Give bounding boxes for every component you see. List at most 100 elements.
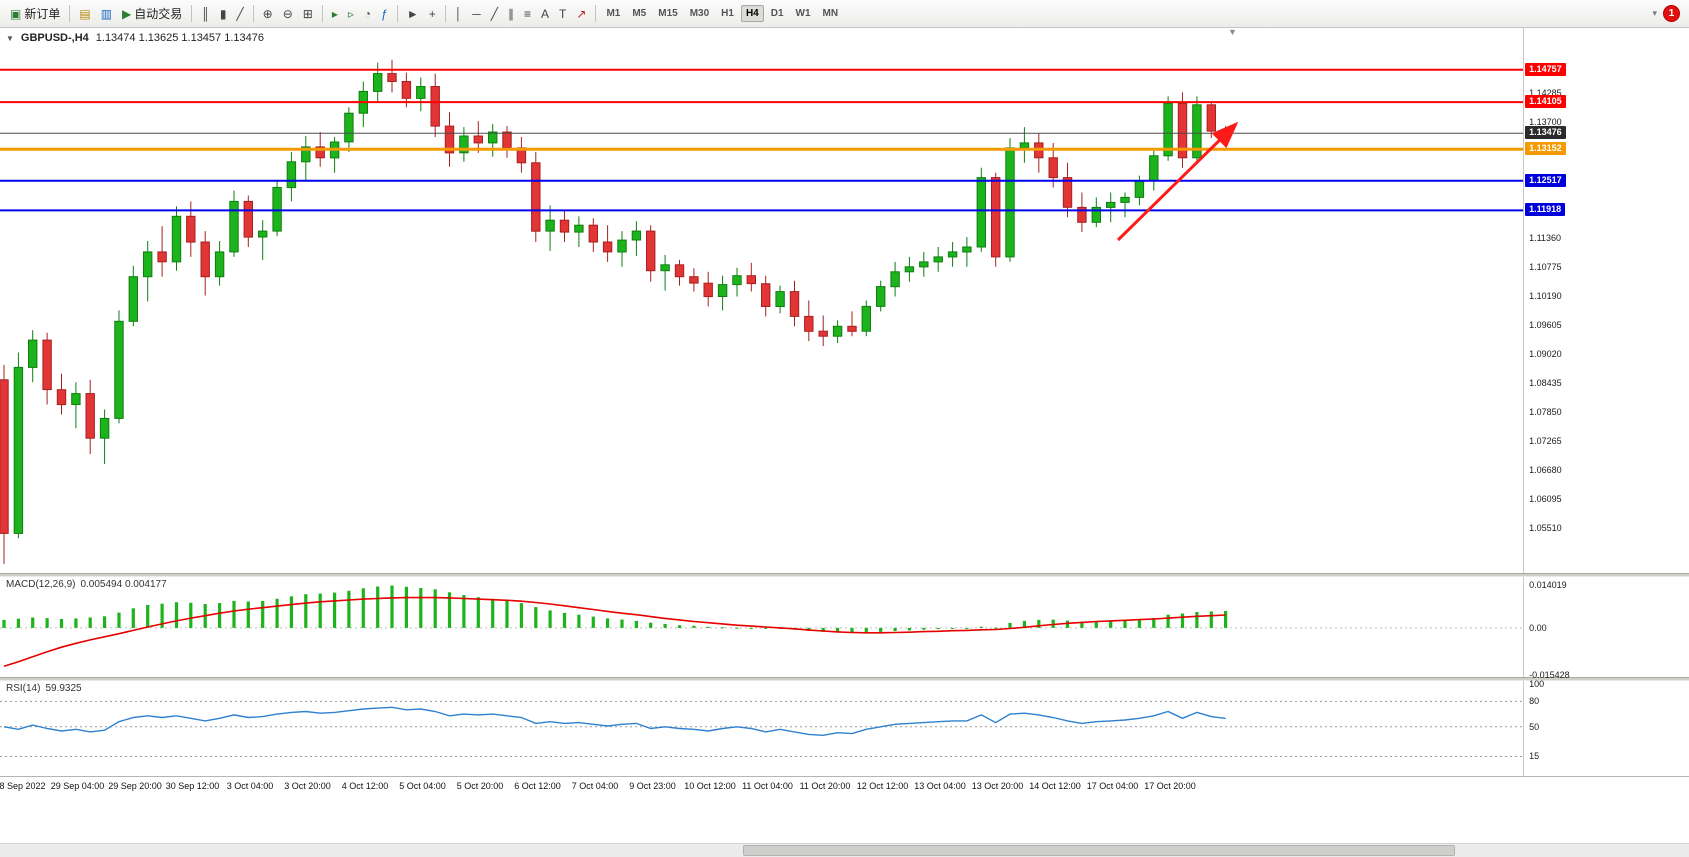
chart-shift-marker[interactable]: ▼	[1228, 28, 1237, 37]
rsi-value: 59.9325	[45, 683, 82, 694]
text-icon[interactable]: A	[536, 5, 554, 23]
macd-axis[interactable]: 0.014019 0.00 -0.015428	[1523, 577, 1689, 681]
macd-axis-label: -0.015428	[1529, 670, 1570, 681]
timeframe-mn[interactable]: MN	[822, 8, 839, 19]
macd-panel[interactable]: MACD(12,26,9) 0.005494 0.004177	[0, 577, 1524, 677]
tile-windows-icon[interactable]: ⊞	[298, 5, 318, 23]
ohlc-values: 1.13474 1.13625 1.13457 1.13476	[95, 32, 264, 44]
toolbar-separator	[444, 5, 446, 22]
toolbar-separator	[595, 5, 597, 22]
candlestick-chart-icon: ▮	[219, 6, 227, 21]
crosshair-icon[interactable]: +	[424, 5, 441, 23]
fibonacci-icon[interactable]: ≡	[519, 5, 536, 23]
rsi-panel[interactable]: RSI(14) 59.9325	[0, 681, 1524, 776]
trendline-icon: ╱	[490, 6, 498, 21]
time-axis-label: 12 Oct 12:00	[856, 781, 909, 791]
indicators-icon[interactable]: ƒ	[376, 5, 393, 23]
time-axis-label: 13 Oct 04:00	[914, 781, 966, 791]
zoom-in-icon[interactable]: ⊕	[258, 5, 278, 23]
panel-divider[interactable]	[0, 573, 1689, 577]
timeframe-h4[interactable]: H4	[740, 5, 764, 22]
time-axis-label: 11 Oct 20:00	[799, 781, 851, 791]
toolbar-overflow-icon[interactable]: ▾	[1652, 8, 1657, 18]
annotations-layer	[1116, 121, 1239, 242]
price-axis[interactable]: 1.14285 1.13700 1.11360 1.10775 1.10190 1.096…	[1523, 28, 1689, 573]
period-clock-icon: ◔	[363, 6, 372, 21]
cursor-icon: ►	[406, 6, 419, 21]
chart-window-icon: ▤	[79, 6, 91, 21]
time-axis-label: 5 Oct 20:00	[456, 781, 504, 791]
orange-level-badge: 1.13152	[1525, 142, 1566, 156]
timeframe-w1[interactable]: W1	[795, 8, 811, 19]
horizontal-line-icon: ─	[472, 6, 481, 21]
time-axis-corner	[1524, 777, 1689, 795]
trend-arrow[interactable]	[1116, 121, 1239, 242]
current-price-badge: 1.13476	[1525, 126, 1566, 140]
profiles-icon[interactable]: ▥	[96, 5, 117, 23]
time-axis-label: 11 Oct 04:00	[742, 781, 793, 791]
chart-shift-icon[interactable]: ▹	[343, 5, 359, 23]
rsi-indicator-label: RSI(14)	[6, 683, 41, 694]
timeframe-d1[interactable]: D1	[770, 8, 784, 19]
line-chart-icon: ╱	[236, 6, 244, 21]
panel-divider[interactable]	[0, 677, 1689, 681]
price-chart[interactable]	[0, 28, 1524, 573]
resistance-badge-2: 1.14105	[1525, 95, 1566, 109]
text-icon: A	[541, 6, 550, 21]
zoom-out-icon[interactable]: ⊖	[278, 5, 298, 23]
collapse-chart-icon[interactable]: ▼	[6, 33, 14, 43]
horizontal-line-icon[interactable]: ─	[467, 5, 486, 23]
price-axis-label: 1.11360	[1529, 233, 1561, 244]
timeframe-m30[interactable]: M30	[689, 8, 710, 19]
toolbar-separator	[252, 5, 254, 22]
time-axis-label: 30 Sep 12:00	[165, 781, 220, 791]
new-order-button[interactable]: ▣ 新订单	[5, 2, 65, 25]
resistance-badge-1: 1.14757	[1525, 62, 1566, 76]
text-label-icon[interactable]: T	[554, 5, 571, 23]
rsi-axis-label: 80	[1529, 696, 1540, 707]
toolbar-right-group: ▾ 1	[1652, 5, 1684, 22]
candles-layer	[0, 59, 1231, 565]
timeframe-m1[interactable]: M1	[606, 8, 621, 19]
arrows-icon[interactable]: ↗	[571, 5, 591, 23]
vertical-line-icon[interactable]: │	[450, 5, 468, 23]
trendline-icon[interactable]: ╱	[486, 5, 503, 23]
bar-chart-icon[interactable]: ║	[196, 5, 215, 23]
chart-window-icon[interactable]: ▤	[74, 5, 95, 23]
timeframe-h1[interactable]: H1	[721, 8, 734, 19]
macd-chart[interactable]	[0, 577, 1524, 677]
price-chart-area[interactable]: ▼ GBPUSD-,H4 1.13474 1.13625 1.13457 1.1…	[0, 28, 1524, 573]
channel-icon[interactable]: ∥	[503, 5, 519, 23]
autotrading-button[interactable]: ▶ 自动交易	[117, 2, 187, 25]
rsi-chart[interactable]	[0, 681, 1524, 776]
new-order-button-icon: ▣	[10, 6, 22, 21]
timeframe-m5[interactable]: M5	[632, 8, 647, 19]
price-axis-label: 1.07265	[1529, 435, 1562, 446]
timeframe-m15[interactable]: M15	[658, 8, 678, 19]
candlestick-chart-icon[interactable]: ▮	[215, 5, 232, 23]
time-axis-label: 6 Oct 12:00	[514, 781, 561, 791]
indicators-icon: ƒ	[381, 6, 388, 21]
period-clock-icon[interactable]: ◔	[359, 5, 376, 23]
horizontal-scrollbar[interactable]	[0, 843, 1689, 857]
time-axis-label: 4 Oct 12:00	[341, 781, 389, 791]
price-axis-label: 1.08435	[1529, 377, 1562, 388]
time-axis-label: 3 Oct 20:00	[284, 781, 331, 791]
cursor-icon[interactable]: ►	[402, 5, 424, 23]
notification-badge[interactable]: 1	[1663, 5, 1680, 22]
line-chart-icon[interactable]: ╱	[231, 5, 248, 23]
toolbar-separator	[321, 5, 323, 22]
rsi-axis[interactable]: 100 80 50 15	[1523, 679, 1689, 776]
scrollbar-thumb[interactable]	[743, 845, 1455, 856]
toolbar: ▣ 新订单 ▤ ▥ ▶ 自动交易 ║ ▮ ╱ ⊕ ⊖ ⊞ ▸ ▹ ◔ ƒ ► + │ ─ ╱ ∥ ≡ A T ↗ M1 M5 M15 M3…	[0, 0, 1689, 28]
macd-indicator-label: MACD(12,26,9)	[6, 579, 76, 590]
price-axis-label: 1.13700	[1529, 117, 1562, 128]
auto-scroll-icon[interactable]: ▸	[327, 5, 343, 23]
support-badge-1: 1.12517	[1525, 173, 1566, 187]
price-axis-label: 1.10775	[1529, 262, 1562, 273]
time-axis-label: 13 Oct 20:00	[971, 781, 1024, 791]
time-axis-label: 7 Oct 04:00	[571, 781, 619, 791]
rsi-axis-label: 15	[1529, 751, 1540, 762]
bar-chart-icon: ║	[201, 6, 210, 21]
